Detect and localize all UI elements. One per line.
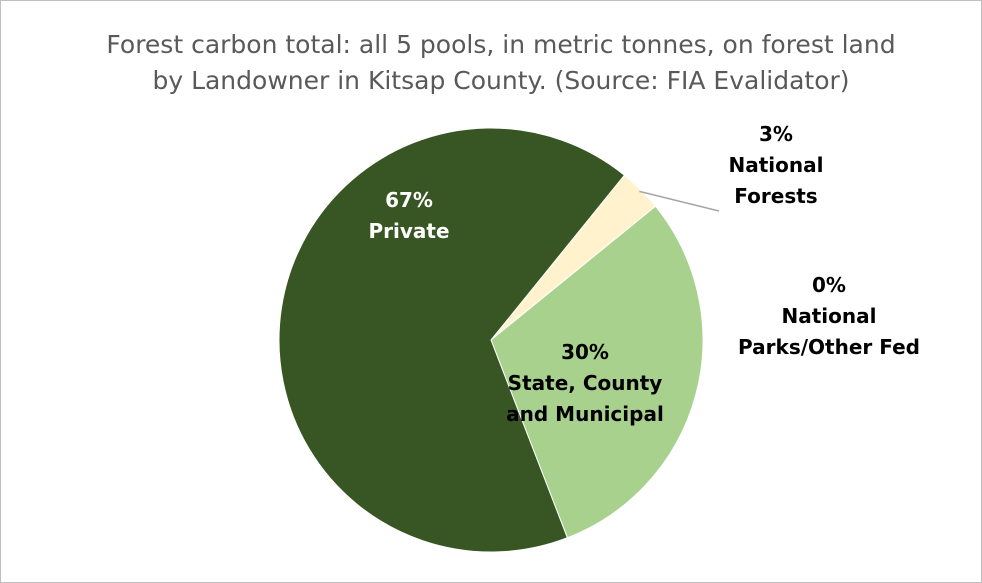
- data-label-name: Parks/Other Fed: [738, 335, 920, 359]
- pie-slice-state-county-municipal: [490, 205, 704, 539]
- data-label-state-county-municipal: 30% State, County and Municipal: [506, 340, 664, 426]
- data-label-percent: 3%: [759, 122, 793, 146]
- data-label-name: National: [782, 304, 877, 328]
- data-label-name: and Municipal: [506, 402, 664, 426]
- data-label-name: National: [729, 153, 824, 177]
- data-label-percent: 30%: [561, 340, 609, 364]
- pie-slice-private: [278, 127, 626, 553]
- leader-line-national-forests: [639, 190, 720, 212]
- data-label-percent: 0%: [812, 273, 846, 297]
- data-label-national-forests: 3% National Forests: [729, 122, 824, 208]
- data-label-name: Forests: [734, 184, 817, 208]
- chart-title: Forest carbon total: all 5 pools, in met…: [101, 27, 901, 99]
- data-label-name: Private: [368, 219, 449, 243]
- data-label-private: 67% Private: [368, 188, 449, 243]
- data-label-percent: 67%: [385, 188, 433, 212]
- data-label-national-parks-other-fed: 0% National Parks/Other Fed: [738, 273, 920, 359]
- chart-title-line-1: Forest carbon total: all 5 pools, in met…: [106, 30, 896, 59]
- chart-title-line-2: by Landowner in Kitsap County. (Source: …: [152, 66, 850, 95]
- data-label-name: State, County: [508, 371, 663, 395]
